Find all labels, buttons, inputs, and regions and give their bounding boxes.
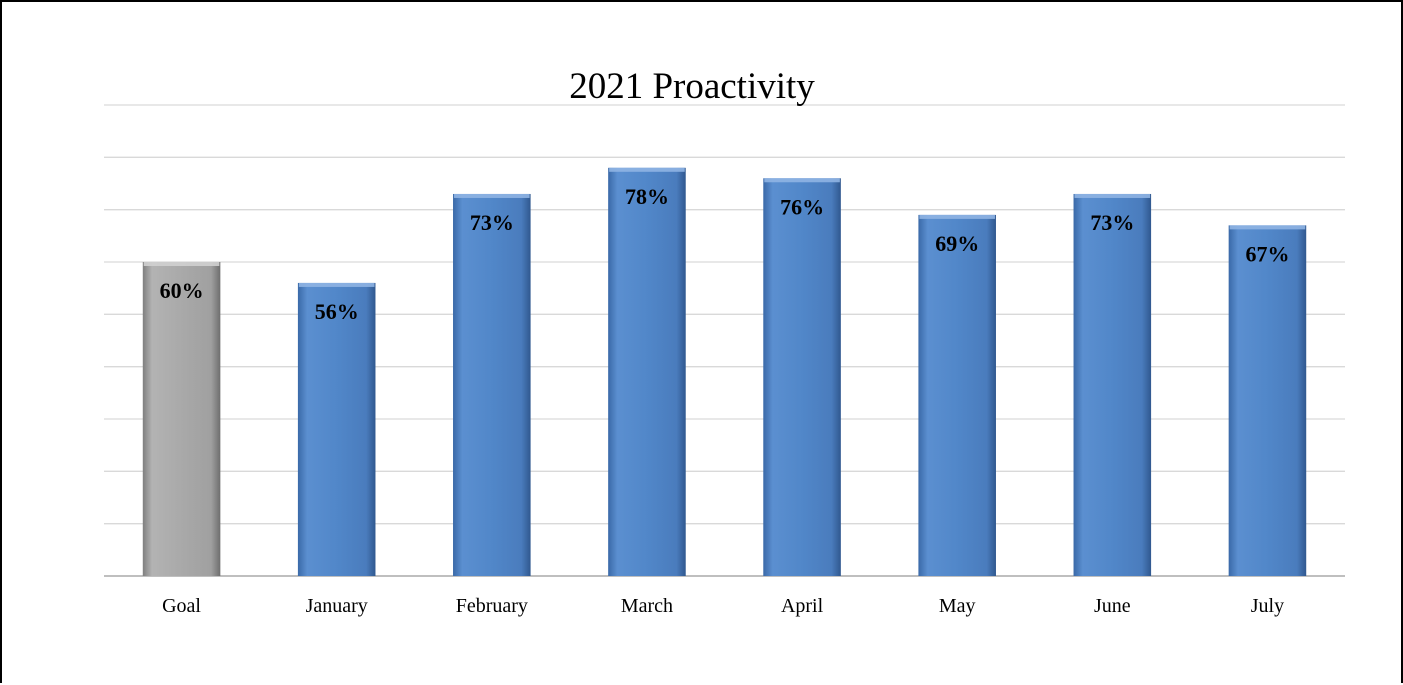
data-label: 56% (315, 299, 359, 324)
x-tick-label: Goal (162, 595, 201, 617)
x-tick-label: February (456, 595, 528, 617)
data-label: 73% (470, 210, 514, 235)
data-label: 78% (625, 184, 669, 209)
bar-bevel (454, 193, 530, 198)
x-tick-label: June (1094, 595, 1131, 617)
data-label: 76% (780, 194, 824, 219)
bar-june (1073, 193, 1152, 576)
gridlines (104, 104, 1345, 577)
x-tick-label: March (621, 595, 673, 617)
bar-bevel (764, 178, 840, 183)
bar-bevel (919, 214, 995, 219)
bar-may (918, 214, 996, 576)
x-tick-label: January (306, 595, 368, 617)
bar-march (608, 167, 686, 577)
data-label: 60% (160, 278, 204, 303)
x-tick-label: July (1251, 595, 1284, 617)
x-tick-label: April (781, 595, 824, 617)
data-label: 69% (935, 231, 979, 256)
bar-bevel (1229, 225, 1306, 230)
bar-bevel (298, 282, 375, 287)
x-tick-label: May (939, 595, 976, 617)
bar-goal (142, 262, 221, 576)
bar-january (297, 282, 376, 576)
bar-april (763, 178, 841, 576)
bar-bevel (609, 167, 685, 172)
bar-february (453, 193, 531, 576)
bar-bevel (143, 262, 220, 266)
labels: 60% Goal 56% January 73% February 78% March 76% A… (160, 184, 1290, 617)
bar-bevel (1074, 193, 1151, 198)
data-label: 67% (1245, 241, 1289, 266)
bar-july (1228, 225, 1307, 576)
bars (142, 167, 1307, 577)
chart-title: 2021 Proactivity (569, 66, 815, 107)
data-label: 73% (1090, 210, 1134, 235)
